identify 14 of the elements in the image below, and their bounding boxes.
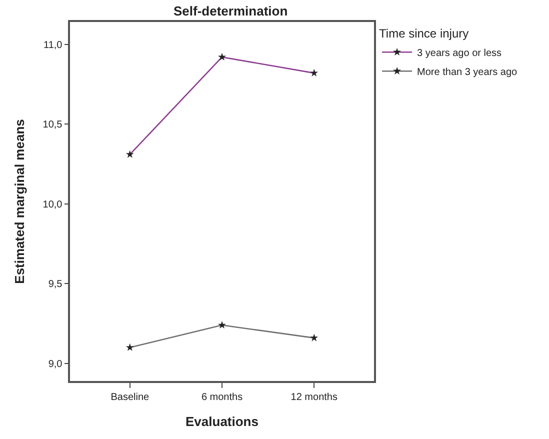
y-axis-title: Estimated marginal means <box>12 119 28 284</box>
y-tick-label: 9,5 <box>48 279 63 290</box>
y-tick-label: 9,0 <box>48 358 63 370</box>
x-tick-label: 6 months <box>201 392 243 403</box>
chart-title: Self-determination <box>174 4 288 19</box>
y-tick-label: 10,0 <box>42 199 63 210</box>
legend-label: 3 years ago or less <box>417 48 502 59</box>
y-tick-label: 10,5 <box>42 120 63 131</box>
x-tick-label: Baseline <box>110 392 150 403</box>
x-tick-label: 12 months <box>290 392 338 403</box>
x-axis-title: Evaluations <box>186 414 258 429</box>
legend-title: Time since injury <box>379 26 469 41</box>
legend-label: More than 3 years ago <box>417 67 518 78</box>
y-tick-label: 11,0 <box>44 40 63 51</box>
